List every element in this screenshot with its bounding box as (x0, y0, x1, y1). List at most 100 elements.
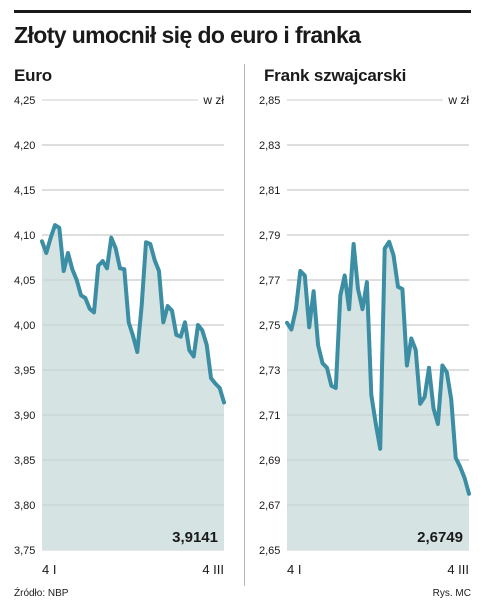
data-point (312, 290, 315, 293)
data-point (209, 376, 213, 380)
data-point (162, 321, 165, 324)
y-tick-label: 3,90 (14, 410, 35, 422)
data-point (201, 329, 204, 332)
data-point (454, 456, 457, 459)
data-point (379, 447, 382, 450)
data-point (330, 384, 333, 387)
last-value-label: 3,9141 (172, 529, 218, 546)
y-tick-label: 2,83 (259, 140, 280, 152)
data-point (325, 366, 329, 369)
data-point (347, 308, 351, 311)
data-point (53, 223, 57, 227)
data-point (205, 343, 208, 346)
main-title: Złoty umocnił się do euro i franka (14, 22, 361, 48)
data-point (365, 281, 369, 284)
data-point (127, 321, 130, 324)
data-point (84, 296, 87, 300)
data-point (450, 398, 453, 401)
y-tick-label: 2,67 (259, 500, 280, 512)
data-point (179, 335, 182, 338)
data-point (294, 308, 298, 311)
data-point (299, 269, 302, 273)
x-tick-label: 4 III (202, 562, 224, 577)
data-point (214, 382, 217, 385)
y-tick-label: 4,25 (14, 95, 35, 107)
top-rule (14, 10, 471, 13)
data-point (463, 476, 466, 480)
y-tick-label: 3,75 (14, 545, 35, 557)
y-tick-label: 2,65 (259, 545, 280, 557)
y-tick-label: 2,69 (259, 455, 280, 467)
data-point (467, 492, 471, 495)
source-note: Źródło: NBP (14, 588, 69, 599)
data-point (458, 465, 462, 468)
data-point (370, 393, 373, 396)
y-tick-label: 2,77 (259, 275, 280, 287)
euro-chart: 3,75 3,80 3,85 3,90 3,95 4,00 4,05 4,10 4,15 4,20… (14, 93, 226, 577)
data-point (40, 240, 44, 243)
data-point (339, 294, 342, 297)
y-tick-label: 4,05 (14, 275, 35, 287)
data-point (392, 254, 395, 257)
y-tick-label: 4,15 (14, 185, 35, 197)
y-tick-label: 2,85 (259, 95, 280, 107)
data-point (157, 269, 161, 273)
data-point (356, 287, 360, 291)
data-point (110, 236, 113, 239)
data-point (441, 364, 444, 367)
data-point (101, 259, 104, 263)
data-point (183, 321, 187, 324)
data-point (405, 364, 409, 367)
x-tick-label: 4 I (42, 562, 56, 577)
data-point (316, 344, 320, 347)
y-tick-label: 4,10 (14, 230, 35, 242)
x-tick-label: 4 III (447, 562, 469, 577)
data-point (49, 236, 52, 239)
data-point (136, 350, 139, 354)
data-point (196, 323, 200, 327)
x-tick-label: 4 I (287, 562, 301, 577)
credit-note: Rys. MC (432, 588, 471, 599)
data-point (192, 355, 195, 358)
data-point (396, 285, 400, 288)
data-point (343, 274, 346, 277)
data-point (334, 386, 337, 390)
data-point (222, 401, 226, 404)
data-point (423, 395, 426, 399)
data-point (75, 278, 78, 282)
data-point (79, 294, 83, 297)
y-tick-label: 2,73 (259, 365, 280, 377)
y-tick-label: 3,95 (14, 365, 35, 377)
data-point (427, 366, 431, 369)
data-point (175, 333, 178, 337)
data-point (410, 337, 413, 340)
data-point (387, 240, 391, 243)
series-line (285, 239, 471, 496)
data-point (123, 268, 126, 271)
euro-panel-title: Euro (14, 66, 52, 85)
data-point (188, 349, 191, 352)
data-point (374, 422, 377, 426)
data-point (419, 402, 422, 405)
data-point (170, 309, 174, 312)
data-point (92, 311, 96, 314)
data-point (58, 226, 61, 229)
unit-label: w zł (447, 93, 469, 107)
data-point (144, 241, 148, 244)
y-tick-label: 2,75 (259, 320, 280, 332)
data-point (352, 242, 355, 246)
data-point (445, 371, 448, 374)
unit-label: w zł (202, 93, 224, 107)
data-point (71, 268, 74, 271)
data-point (432, 407, 435, 410)
data-point (118, 267, 122, 270)
data-point (166, 304, 169, 308)
data-point (88, 307, 91, 310)
data-point (218, 386, 221, 390)
data-point (45, 251, 48, 255)
data-point (114, 247, 117, 250)
data-point (62, 269, 65, 273)
data-point (153, 259, 156, 262)
data-point (285, 321, 289, 324)
franc-panel-title: Frank szwajcarski (264, 66, 407, 85)
